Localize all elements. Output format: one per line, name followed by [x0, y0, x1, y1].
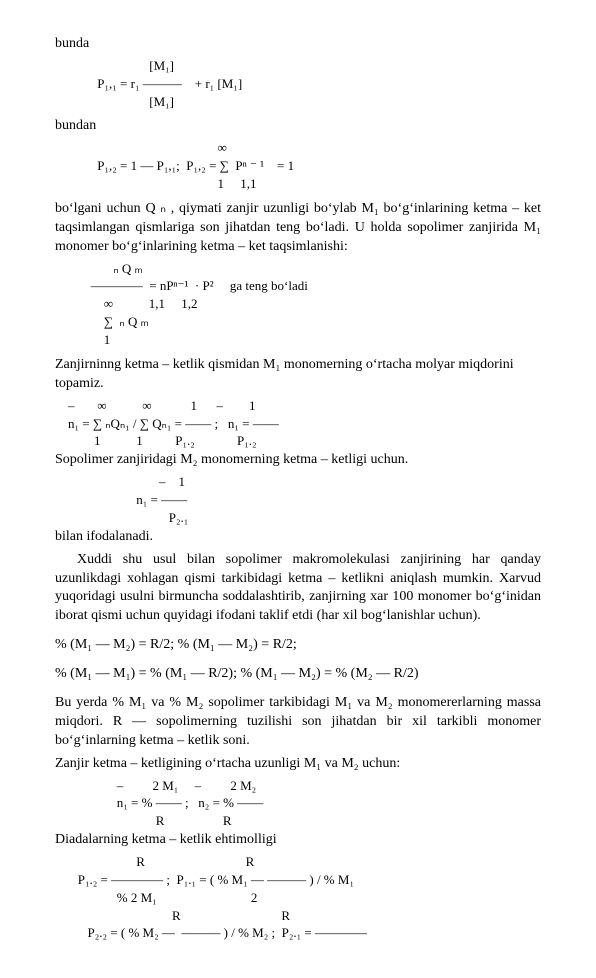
- paragraph-diada: Diadalarning ketma – ketlik ehtimolligi: [55, 831, 541, 850]
- equation-line-2: % (M₁ — M₁) = % (M₁ — R/2); % (M₁ — M₂) …: [55, 665, 541, 684]
- text-bundan: bundan: [55, 117, 541, 136]
- formula-n1n2-line2: n₁ = % —— ; n₂ = % ——: [55, 795, 541, 811]
- formula-n1-line1: – ∞ ∞ 1 – 1: [55, 398, 541, 414]
- formula-p12-p11-line2: P₁.₂ = ———— ; P₁.₁ = ( % M₁ — ——— ) / % …: [55, 872, 541, 888]
- formula-n1b-line1: – 1: [55, 474, 541, 490]
- formula-p12-line1: ∞: [55, 140, 541, 156]
- formula-p12-line2: P₁,₂ = 1 — P₁,₁; P₁,₂ = ∑ Pⁿ ⁻ ¹ = 1: [55, 158, 541, 174]
- formula-p11-line3: [M₁]: [55, 94, 541, 110]
- paragraph-zanjir-ketma: Zanjir ketma – ketligining oʻrtacha uzun…: [55, 755, 541, 774]
- formula-nqm-line5: 1: [55, 332, 541, 348]
- equation-line-1: % (M₁ — M₂) = R/2; % (M₁ — M₂) = R/2;: [55, 636, 541, 655]
- formula-n1n2-line3: R R: [55, 813, 541, 829]
- formula-p11: [M₁]: [55, 58, 541, 74]
- paragraph-qn: boʻlgani uchun Q ₙ , qiymati zanjir uzun…: [55, 200, 541, 257]
- formula-p22-p21-line2: P₂.₂ = ( % M₂ — ——— ) / % M₂ ; P₂.₁ = ——…: [55, 925, 541, 941]
- paragraph-sopolimer: Sopolimer zanjiridagi M₂ monomerning ket…: [55, 451, 541, 470]
- formula-n1-line3: 1 1 P₁.₂ P₁.₂: [55, 433, 541, 449]
- formula-n1b-line2: n₁ = ——: [55, 492, 541, 508]
- text-bilan: bilan ifodalanadi.: [55, 528, 541, 547]
- document-page: bunda [M₁] P₁,₁ = r₁ ——— + r₁ [M₁] [M₁] …: [0, 0, 596, 978]
- paragraph-bu-yerda: Bu yerda % M₁ va % M₂ sopolimer tarkibid…: [55, 694, 541, 751]
- paragraph-xuddi: Xuddi shu usul bilan sopolimer makromole…: [55, 551, 541, 627]
- paragraph-zanjir: Zanjirninng ketma – ketlik qismidan M₁ m…: [55, 356, 541, 394]
- text-bunda: bunda: [55, 35, 541, 54]
- formula-p12-p11-line3: % 2 M₁ 2: [55, 890, 541, 906]
- formula-p12-p11-line1: R R: [55, 854, 541, 870]
- formula-nqm-line2: ———— = nPⁿ⁻¹ · P² ga teng boʻladi: [55, 278, 541, 294]
- formula-p22-p21-line1: R R: [55, 908, 541, 924]
- formula-nqm-line3: ∞ 1,1 1,2: [55, 296, 541, 312]
- formula-nqm-line4: ∑ ₙ Q ₘ: [55, 314, 541, 330]
- formula-n1n2-line1: – 2 M₁ – 2 M₂: [55, 778, 541, 794]
- formula-n1b-line3: P₂.₁: [55, 510, 541, 526]
- formula-nqm-line1: ₙ Q ₘ: [55, 261, 541, 277]
- formula-p12-line3: 1 1,1: [55, 176, 541, 192]
- formula-n1-line2: n₁ = ∑ ₙQₙ₁ / ∑ Qₙ₁ = —— ; n₁ = ——: [55, 416, 541, 432]
- formula-p11-line2: P₁,₁ = r₁ ——— + r₁ [M₁]: [55, 76, 541, 92]
